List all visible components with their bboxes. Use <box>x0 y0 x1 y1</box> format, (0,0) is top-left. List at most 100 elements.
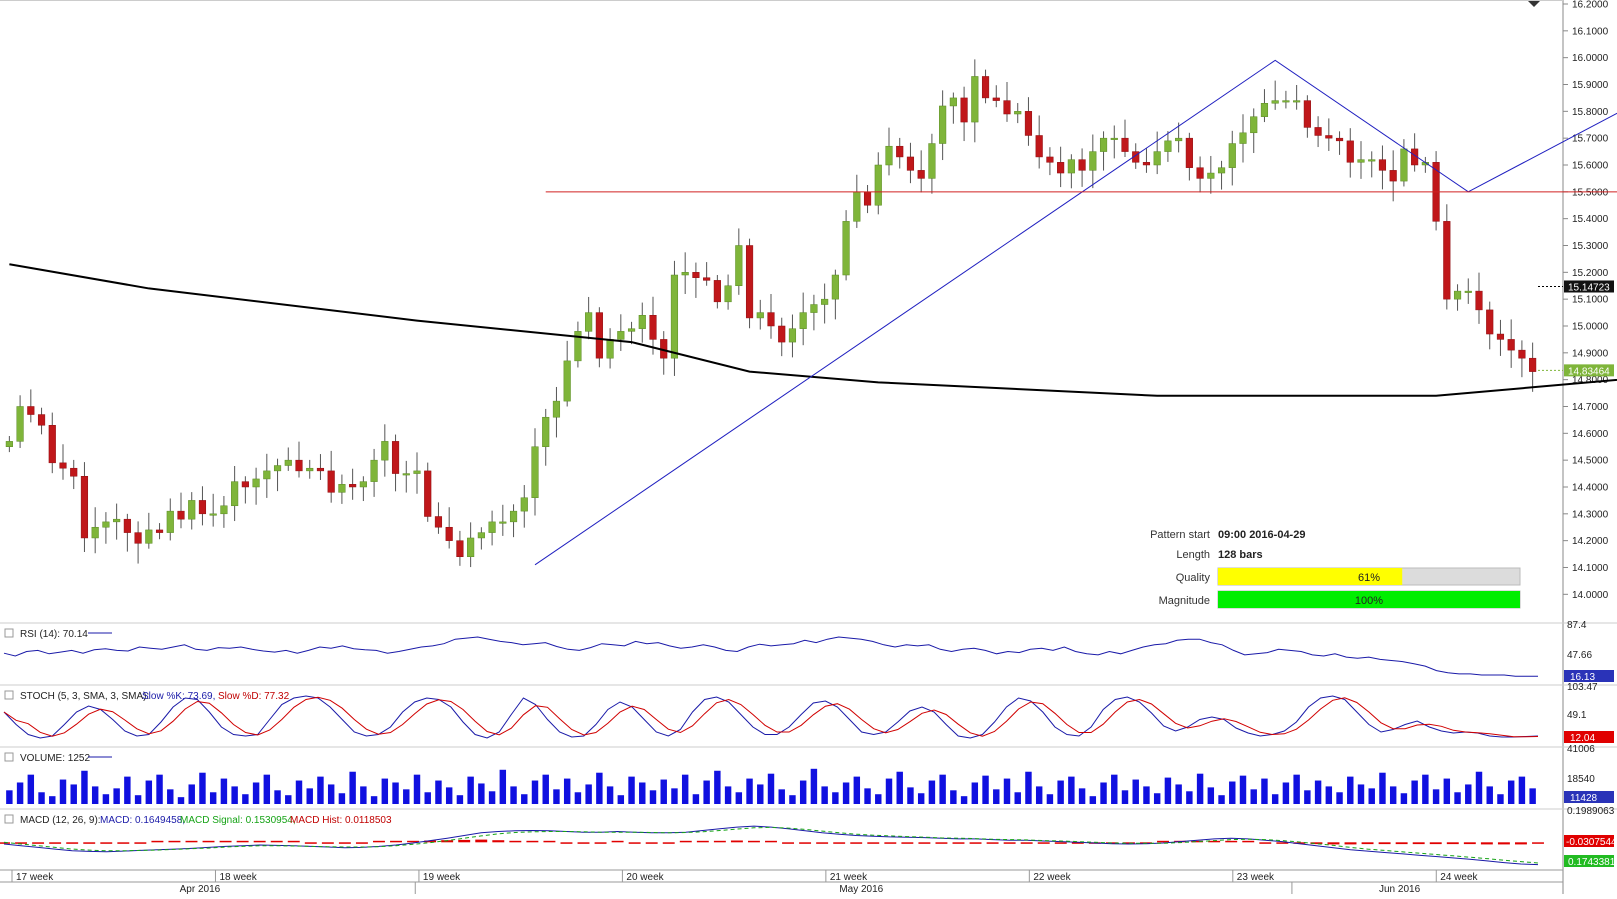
volume-bars <box>6 768 1536 804</box>
volume-bar <box>360 786 367 804</box>
magnitude-text: 100% <box>1355 595 1383 607</box>
volume-bar <box>220 778 228 804</box>
price-tick-label: 14.2000 <box>1572 536 1609 547</box>
candle-body <box>520 497 528 512</box>
week-label: 21 week <box>830 872 868 883</box>
candle-body <box>1271 100 1279 104</box>
volume-bar <box>563 778 571 804</box>
price-tick-label: 15.4000 <box>1572 214 1609 225</box>
volume-bar <box>392 782 399 804</box>
macd-hist-bar <box>1122 842 1135 844</box>
price-ticks: 16.2000 16.1000 16.0000 15.9000 15.8000 15.70… <box>1563 0 1609 601</box>
volume-bar <box>789 795 796 804</box>
volume-bar <box>1261 778 1268 804</box>
volume-bar <box>6 790 13 804</box>
volume-bar <box>424 792 431 804</box>
macd-hist-bar <box>850 842 863 844</box>
macd-hist-bar <box>560 842 573 844</box>
candle-body <box>906 156 915 171</box>
volume-bar <box>542 774 549 804</box>
volume-bar <box>242 794 249 804</box>
price-tick-label: 14.5000 <box>1572 456 1609 467</box>
volume-bar <box>596 772 603 804</box>
candle-body <box>316 467 325 472</box>
rsi-tick-mid: 47.66 <box>1567 650 1592 661</box>
macd-hist-bar <box>969 842 982 844</box>
week-label: 19 week <box>423 872 461 883</box>
week-label: 17 week <box>16 872 54 883</box>
pattern-zigzag-line <box>534 59 1617 566</box>
candle-body <box>424 470 432 517</box>
stoch-bubble <box>1564 731 1614 743</box>
macd-hist-bar <box>49 842 62 844</box>
volume-bar <box>885 778 893 804</box>
macd-hist-bar <box>1412 842 1425 845</box>
candle-body <box>456 540 464 558</box>
volume-bar <box>982 775 989 804</box>
macd-hist-bar <box>1054 842 1067 844</box>
macd-hist-bar <box>833 842 846 844</box>
macd-hist-bar <box>185 840 198 843</box>
macd-hist-bar <box>236 840 249 843</box>
volume-bar <box>295 780 303 804</box>
candle-body <box>391 441 400 474</box>
volume-bar <box>1046 794 1054 804</box>
volume-bar <box>1422 774 1429 804</box>
volume-bar <box>467 776 474 804</box>
month-label: May 2016 <box>839 884 883 894</box>
volume-bar <box>413 774 421 804</box>
volume-bar <box>778 789 785 804</box>
candle-body <box>1335 137 1344 142</box>
magnitude-label: Magnitude <box>1159 595 1210 607</box>
macd-bubble-red <box>1564 835 1614 847</box>
macd-hist-bar <box>526 840 539 843</box>
macd-hist-bar <box>730 840 743 843</box>
volume-close-box[interactable] <box>4 752 14 762</box>
stoch-close-box[interactable] <box>4 690 14 700</box>
macd-hist-bar <box>1225 840 1238 843</box>
volume-bar <box>649 790 657 804</box>
volume-bar <box>1314 780 1322 804</box>
week-label: 22 week <box>1033 872 1071 883</box>
quality-fill <box>1218 568 1403 585</box>
volume-bar <box>1025 771 1032 804</box>
macd-hist-bar <box>407 840 420 843</box>
volume-bar <box>1121 790 1129 804</box>
macd-hist-bar <box>1259 842 1272 844</box>
candle-body <box>381 441 389 461</box>
candle-body <box>220 505 228 515</box>
price-tick-label: 15.7000 <box>1572 134 1609 145</box>
macd-hist-bar <box>475 839 488 843</box>
candle-body <box>552 400 561 418</box>
stoch-slowk-label: Slow %K: 73.69, <box>142 691 215 702</box>
macd-hist-bar <box>543 840 556 843</box>
macd-hist-bar <box>1378 842 1391 845</box>
candle-body <box>649 315 657 340</box>
candle-body <box>359 481 367 488</box>
volume-bar <box>628 776 635 804</box>
macd-close-box[interactable] <box>4 814 14 824</box>
candle-body <box>284 459 292 466</box>
candle-body <box>467 537 475 558</box>
volume-bar <box>821 786 828 804</box>
volume-bar <box>317 776 324 804</box>
volume-bar <box>842 782 850 804</box>
price-tick-label: 14.4000 <box>1572 482 1609 493</box>
stoch-tick-top: 103.47 <box>1567 682 1598 693</box>
ma-price-bubble-text: 15.14723 <box>1568 282 1610 293</box>
rsi-close-box[interactable] <box>4 628 14 638</box>
candle-body <box>1357 159 1365 163</box>
menu-arrow-icon[interactable] <box>1528 1 1540 7</box>
volume-bar <box>113 788 120 804</box>
volume-bar <box>1186 791 1193 804</box>
candle-body <box>1475 290 1483 311</box>
candle-body <box>1303 100 1311 128</box>
volume-bar <box>1443 778 1451 804</box>
volume-bar <box>1432 789 1440 804</box>
volume-bar <box>274 790 281 804</box>
week-label: 18 week <box>219 872 257 883</box>
volume-bar <box>91 786 99 804</box>
price-tick-label: 14.8000 <box>1572 375 1609 386</box>
volume-bar <box>1111 774 1118 804</box>
month-label: Apr 2016 <box>180 884 221 894</box>
